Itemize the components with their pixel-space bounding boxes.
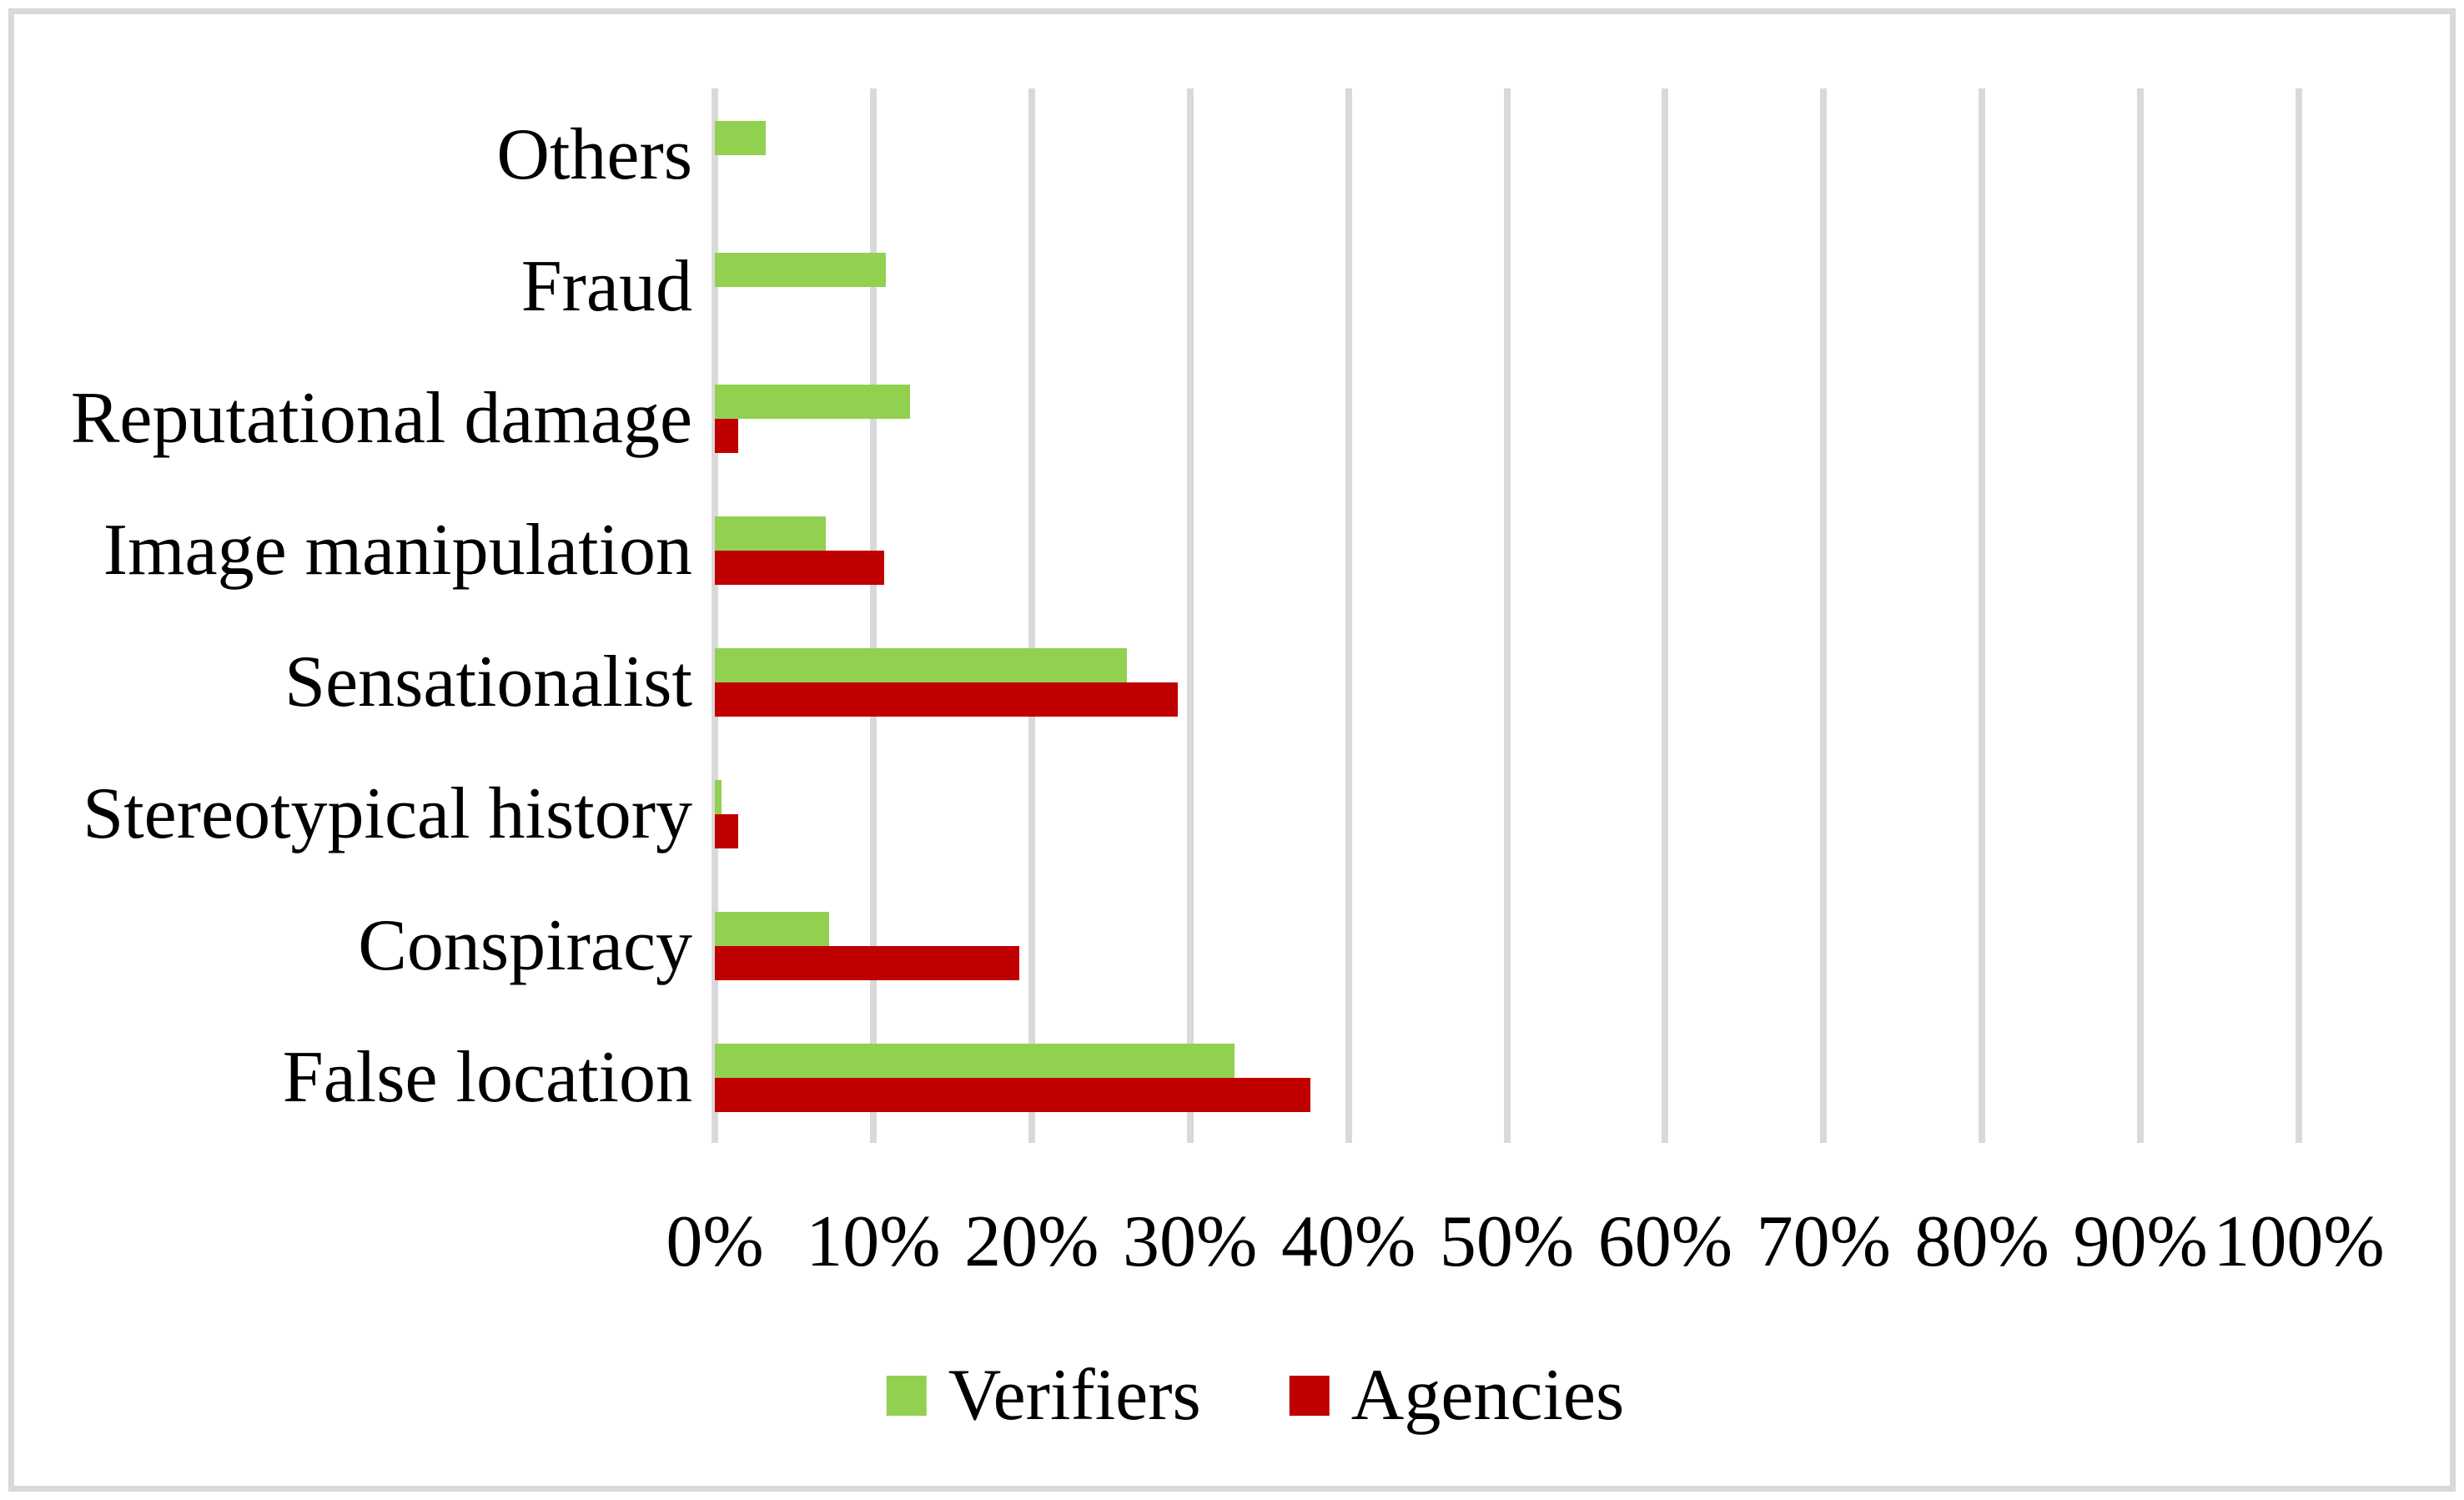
category-label-reputational-damage: Reputational damage	[70, 377, 692, 459]
bar-verifiers-image-manipulation	[715, 516, 826, 551]
bar-verifiers-fraud	[715, 253, 887, 287]
gridline-60%	[1662, 88, 1669, 1143]
gridline-90%	[2137, 88, 2145, 1143]
legend: Verifiers Agencies	[886, 1353, 1625, 1437]
bar-verifiers-false-location	[715, 1044, 1235, 1078]
bar-verifiers-others	[715, 121, 766, 155]
legend-swatch-verifiers	[886, 1375, 927, 1416]
x-tick-30%: 30%	[1123, 1201, 1258, 1282]
x-tick-0%: 0%	[666, 1201, 764, 1282]
legend-label-agencies: Agencies	[1350, 1355, 1625, 1436]
gridline-40%	[1345, 88, 1352, 1143]
gridline-20%	[1028, 88, 1035, 1143]
bar-agencies-stereotypical-history	[715, 814, 739, 848]
category-label-image-manipulation: Image manipulation	[103, 509, 692, 591]
gridline-100%	[2296, 88, 2302, 1143]
bar-verifiers-stereotypical-history	[715, 780, 722, 814]
x-tick-70%: 70%	[1756, 1201, 1891, 1282]
gridline-50%	[1503, 88, 1511, 1143]
figure-border	[8, 8, 2456, 1492]
legend-swatch-agencies	[1289, 1375, 1330, 1416]
x-tick-50%: 50%	[1439, 1201, 1575, 1282]
x-tick-40%: 40%	[1280, 1201, 1416, 1282]
bar-verifiers-conspiracy	[715, 912, 829, 946]
x-tick-90%: 90%	[2073, 1201, 2208, 1282]
gridline-70%	[1820, 88, 1828, 1143]
gridline-0%	[712, 88, 718, 1143]
bar-agencies-conspiracy	[715, 946, 1019, 980]
x-tick-100%: 100%	[2213, 1201, 2385, 1282]
x-tick-10%: 10%	[806, 1201, 941, 1282]
bar-agencies-sensationalist	[715, 682, 1178, 717]
category-label-others: Others	[496, 113, 692, 195]
category-label-sensationalist: Sensationalist	[284, 641, 692, 722]
legend-label-verifiers: Verifiers	[948, 1355, 1201, 1436]
category-label-false-location: False location	[282, 1036, 692, 1118]
category-label-stereotypical-history: Stereotypical history	[83, 773, 692, 854]
x-tick-20%: 20%	[964, 1201, 1099, 1282]
gridline-10%	[869, 88, 877, 1143]
gridline-80%	[1979, 88, 1986, 1143]
category-label-conspiracy: Conspiracy	[358, 904, 692, 986]
category-label-fraud: Fraud	[520, 245, 692, 327]
bar-agencies-false-location	[715, 1078, 1311, 1112]
gridline-30%	[1186, 88, 1194, 1143]
bar-agencies-reputational-damage	[715, 419, 739, 453]
bar-agencies-image-manipulation	[715, 551, 885, 585]
x-tick-60%: 60%	[1597, 1201, 1733, 1282]
bar-verifiers-sensationalist	[715, 648, 1127, 682]
x-tick-80%: 80%	[1914, 1201, 2049, 1282]
bar-verifiers-reputational-damage	[715, 385, 910, 419]
